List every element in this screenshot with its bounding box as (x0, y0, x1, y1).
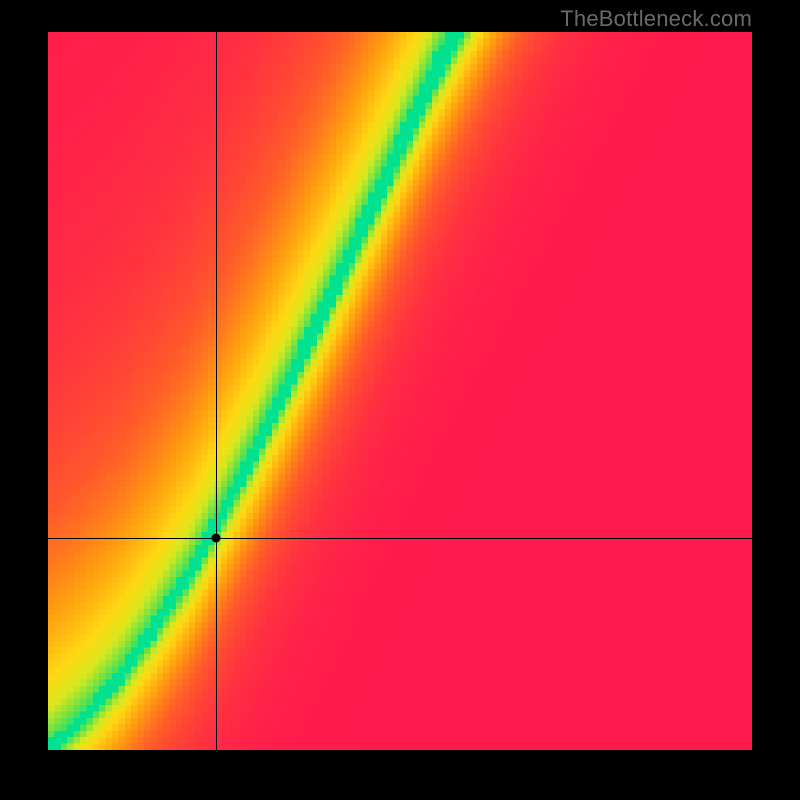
watermark-text: TheBottleneck.com (560, 6, 752, 32)
crosshair-vertical (216, 32, 217, 750)
heatmap-plot (48, 32, 752, 750)
heatmap-canvas (48, 32, 752, 750)
crosshair-horizontal (48, 538, 752, 539)
crosshair-marker (211, 534, 220, 543)
